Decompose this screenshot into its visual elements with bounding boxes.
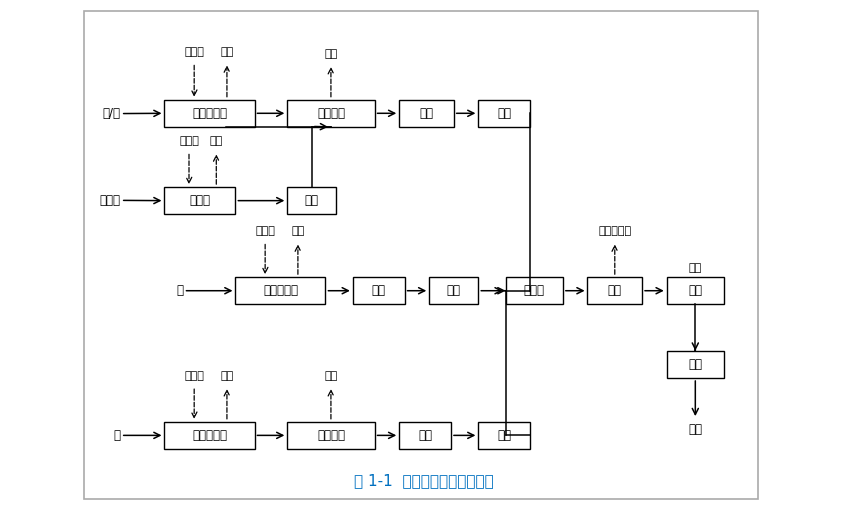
FancyBboxPatch shape: [287, 187, 337, 214]
Text: 射芯机: 射芯机: [189, 194, 210, 207]
Text: 冷却: 冷却: [447, 284, 461, 297]
Text: 中频炉熔化: 中频炉熔化: [192, 429, 227, 442]
Text: 铜/锌: 铜/锌: [103, 107, 120, 120]
Text: 废气: 废气: [210, 136, 223, 146]
Text: 废气: 废气: [324, 371, 338, 381]
FancyBboxPatch shape: [399, 422, 451, 449]
FancyBboxPatch shape: [399, 99, 454, 127]
Text: 中频炉熔化: 中频炉熔化: [263, 284, 298, 297]
FancyBboxPatch shape: [164, 422, 254, 449]
Text: 图 1-1  金属件生产工艺流程图: 图 1-1 金属件生产工艺流程图: [354, 473, 493, 488]
Text: 中频炉熔化: 中频炉熔化: [192, 107, 227, 120]
Text: 废气: 废气: [221, 371, 233, 381]
Text: 除渣剂: 除渣剂: [184, 47, 204, 57]
FancyBboxPatch shape: [505, 277, 563, 305]
FancyBboxPatch shape: [287, 422, 375, 449]
Text: 除渣剂: 除渣剂: [184, 371, 204, 381]
Text: 成品: 成品: [688, 423, 702, 436]
Text: 修边: 修边: [498, 429, 511, 442]
Text: 外协: 外协: [689, 263, 702, 273]
FancyBboxPatch shape: [478, 99, 530, 127]
Text: 解模: 解模: [419, 107, 434, 120]
Text: 下芯: 下芯: [305, 194, 319, 207]
Text: 压铸成型: 压铸成型: [317, 429, 345, 442]
FancyBboxPatch shape: [429, 277, 478, 305]
Text: 抛光: 抛光: [608, 284, 621, 297]
Text: 机加工: 机加工: [524, 284, 545, 297]
FancyBboxPatch shape: [353, 277, 405, 305]
Text: 覆膜砂: 覆膜砂: [99, 194, 120, 207]
Text: 废气: 废气: [291, 226, 305, 236]
Text: 废气: 废气: [324, 48, 338, 59]
FancyBboxPatch shape: [478, 422, 530, 449]
Text: 锌: 锌: [114, 429, 120, 442]
Text: 脱模剂: 脱模剂: [179, 136, 199, 146]
Text: 电镀: 电镀: [688, 284, 702, 297]
Text: 废气: 废气: [221, 47, 233, 57]
Text: 冷却: 冷却: [418, 429, 432, 442]
Text: 浇铸成型: 浇铸成型: [317, 107, 345, 120]
FancyBboxPatch shape: [164, 99, 254, 127]
FancyBboxPatch shape: [287, 99, 375, 127]
FancyBboxPatch shape: [236, 277, 326, 305]
FancyBboxPatch shape: [164, 187, 236, 214]
Text: 组装: 组装: [688, 358, 702, 371]
FancyBboxPatch shape: [84, 11, 759, 499]
FancyBboxPatch shape: [667, 351, 724, 378]
FancyBboxPatch shape: [667, 277, 724, 305]
Text: 除渣剂: 除渣剂: [255, 226, 275, 236]
Text: 铜: 铜: [177, 284, 184, 297]
Text: 粉尘、噪声: 粉尘、噪声: [598, 226, 632, 236]
Text: 冷却: 冷却: [498, 107, 511, 120]
FancyBboxPatch shape: [588, 277, 642, 305]
Text: 拉丝: 拉丝: [371, 284, 386, 297]
